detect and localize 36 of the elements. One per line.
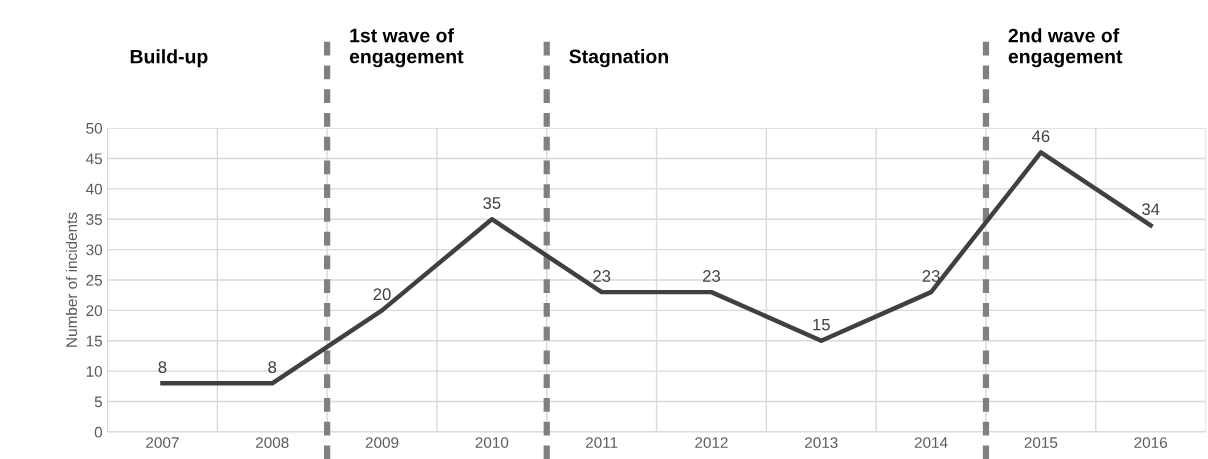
text: Stagnation (569, 49, 668, 68)
data-label: 23 (703, 270, 720, 282)
y-tick-label: 35 (86, 214, 103, 225)
text: Build-up (130, 49, 208, 68)
x-tick-label: 2012 (695, 437, 728, 448)
y-tick-label: 5 (94, 396, 103, 408)
x-tick-label: 2014 (914, 437, 948, 448)
data-label: 8 (158, 361, 167, 374)
x-tick-label: 2013 (805, 437, 838, 448)
data-label: 15 (813, 318, 830, 331)
x-tick-label: 2016 (1134, 437, 1167, 448)
text: 1st wave of engagement (349, 28, 464, 68)
y-tick-label: 25 (86, 274, 103, 286)
x-tick-label: 2015 (1024, 437, 1058, 448)
data-label: 8 (268, 361, 277, 374)
y-tick-label: 10 (86, 366, 103, 377)
x-tick-label: 2007 (146, 437, 179, 448)
y-tick-label: 45 (86, 153, 103, 165)
x-tick-label: 2009 (365, 437, 399, 448)
x-tick-label: 2008 (256, 437, 289, 448)
y-tick-label: 20 (86, 305, 103, 317)
x-tick-label: 2011 (585, 437, 618, 448)
text: 2nd wave of engagement (1008, 28, 1123, 68)
data-label: 20 (373, 288, 391, 301)
y-tick-label: 40 (86, 183, 103, 195)
y-axis-title: Number of incidents (65, 212, 78, 347)
data-label: 46 (1031, 130, 1050, 143)
y-tick-label: 15 (86, 335, 103, 347)
x-tick-label: 2010 (475, 437, 509, 448)
data-label: 34 (1142, 203, 1160, 216)
y-tick-label: 50 (86, 122, 103, 134)
y-tick-label: 0 (94, 426, 103, 438)
y-tick-label: 30 (86, 244, 103, 256)
data-label: 23 (593, 270, 611, 282)
data-label: 35 (483, 197, 501, 209)
data-label: 23 (922, 270, 940, 282)
